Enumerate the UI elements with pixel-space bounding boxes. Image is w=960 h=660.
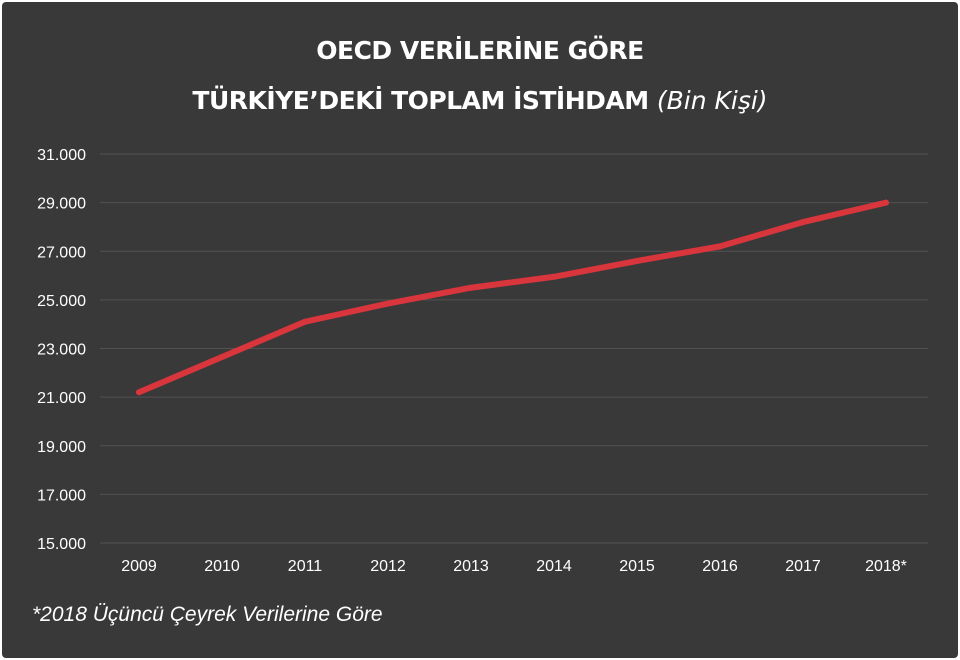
y-tick-label: 21.000 <box>37 390 86 407</box>
y-tick-label: 27.000 <box>37 244 86 261</box>
y-tick-label: 31.000 <box>37 147 86 164</box>
y-tick-label: 29.000 <box>37 196 86 213</box>
x-tick-label: 2017 <box>785 558 821 575</box>
y-tick-label: 23.000 <box>37 342 86 359</box>
data-point <box>385 300 391 307</box>
data-point <box>800 219 806 226</box>
x-tick-label: 2015 <box>619 558 655 575</box>
y-tick-label: 25.000 <box>37 293 86 310</box>
y-tick-label: 15.000 <box>37 536 86 553</box>
x-tick-label: 2012 <box>370 558 406 575</box>
y-tick-label: 19.000 <box>37 439 86 456</box>
data-point <box>717 243 723 250</box>
x-tick-label: 2010 <box>204 558 240 575</box>
data-point <box>634 257 640 264</box>
chart-title-line2: TÜRKİYE’DEKİ TOPLAM İSTİHDAM (Bin Kişi) <box>0 86 960 115</box>
data-point <box>551 273 557 280</box>
data-point <box>302 318 308 325</box>
data-point <box>468 284 474 291</box>
x-tick-label: 2014 <box>536 558 572 575</box>
data-point <box>219 354 225 361</box>
y-tick-label: 17.000 <box>37 487 86 504</box>
x-tick-label: 2011 <box>288 558 323 575</box>
footnote: *2018 Üçüncü Çeyrek Verilerine Göre <box>32 603 383 626</box>
chart-title-unit: (Bin Kişi) <box>656 86 768 115</box>
x-tick-label: 2013 <box>453 558 489 575</box>
data-point <box>136 389 142 396</box>
chart-title-line1: OECD VERİLERİNE GÖRE <box>316 36 644 65</box>
data-point <box>883 199 889 206</box>
x-tick-label: 2018* <box>865 558 907 575</box>
series-line <box>136 199 889 396</box>
chart-title-main: TÜRKİYE’DEKİ TOPLAM İSTİHDAM <box>192 86 649 115</box>
x-tick-label: 2009 <box>121 558 157 575</box>
x-tick-label: 2016 <box>702 558 738 575</box>
